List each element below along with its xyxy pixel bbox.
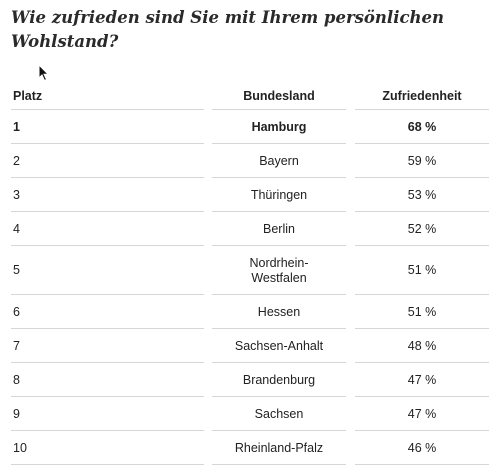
divider [355,430,489,431]
column-header-rank: Platz [13,88,43,103]
divider [212,211,346,212]
state-cell: Hessen [257,304,301,319]
ranking-table: Platz Bundesland Zufriedenheit 1 Hamburg 6… [11,82,489,465]
divider [212,430,346,431]
table-row: 3 Thüringen 53 % [11,178,489,212]
satisfaction-cell: 48 % [407,338,437,353]
divider [212,143,346,144]
rank-cell: 3 [13,187,20,202]
divider [355,362,489,363]
page-title: Wie zufrieden sind Sie mit Ihrem persönl… [11,8,445,51]
rank-cell: 8 [13,372,20,387]
divider [11,109,204,110]
table-row: 1 Hamburg 68 % [11,110,489,144]
divider [11,245,204,246]
divider [212,464,346,465]
rank-cell: 7 [13,338,20,353]
divider [212,396,346,397]
state-cell: Bayern [259,153,299,168]
table-row: 10 Rheinland-Pfalz 46 % [11,431,489,465]
table-row: 6 Hessen 51 % [11,295,489,329]
state-cell: Brandenburg [242,372,316,387]
state-cell: Nordrhein- Westfalen [249,255,309,285]
divider [355,294,489,295]
divider [11,396,204,397]
divider [11,328,204,329]
rank-cell: 4 [13,221,20,236]
divider [11,211,204,212]
divider [355,177,489,178]
divider [11,430,204,431]
divider [212,177,346,178]
rank-cell: 1 [13,119,20,134]
divider [212,328,346,329]
satisfaction-cell: 47 % [407,372,437,387]
state-cell: Hamburg [251,119,307,134]
divider [355,328,489,329]
table-row: 2 Bayern 59 % [11,144,489,178]
divider [11,464,204,465]
divider [212,245,346,246]
rank-cell: 9 [13,406,20,421]
divider [212,294,346,295]
rank-cell: 10 [13,440,27,455]
state-cell: Sachsen [254,406,304,421]
column-header-satisfaction: Zufriedenheit [382,88,462,103]
satisfaction-cell: 59 % [407,153,437,168]
state-cell: Thüringen [250,187,308,202]
rank-cell: 5 [13,263,20,277]
divider [355,143,489,144]
rank-cell: 6 [13,304,20,319]
table-row: 9 Sachsen 47 % [11,397,489,431]
satisfaction-cell: 47 % [407,406,437,421]
state-cell: Rheinland-Pfalz [234,440,324,455]
table-row: 8 Brandenburg 47 % [11,363,489,397]
divider [355,464,489,465]
table-header-row: Platz Bundesland Zufriedenheit [11,82,489,110]
state-cell: Berlin [263,221,295,236]
divider [355,245,489,246]
table-row: 5 Nordrhein- Westfalen 51 % [11,246,489,295]
divider [355,109,489,110]
table-row: 4 Berlin 52 % [11,212,489,246]
satisfaction-cell: 52 % [407,221,437,236]
divider [11,294,204,295]
column-header-state: Bundesland [243,88,315,103]
divider [355,211,489,212]
table-body: 1 Hamburg 68 % 2 Bayern 59 % 3 Thüringen 53 % 4 Be… [11,110,489,465]
divider [11,143,204,144]
mouse-pointer-icon [38,64,50,82]
rank-cell: 2 [13,153,20,168]
divider [11,177,204,178]
divider [11,362,204,363]
satisfaction-cell: 53 % [407,187,437,202]
satisfaction-cell: 46 % [407,440,437,455]
state-cell: Sachsen-Anhalt [234,338,324,353]
divider [355,396,489,397]
divider [212,109,346,110]
satisfaction-cell: 51 % [407,263,437,277]
satisfaction-cell: 51 % [407,304,437,319]
satisfaction-cell: 68 % [407,119,437,134]
divider [212,362,346,363]
table-row: 7 Sachsen-Anhalt 48 % [11,329,489,363]
